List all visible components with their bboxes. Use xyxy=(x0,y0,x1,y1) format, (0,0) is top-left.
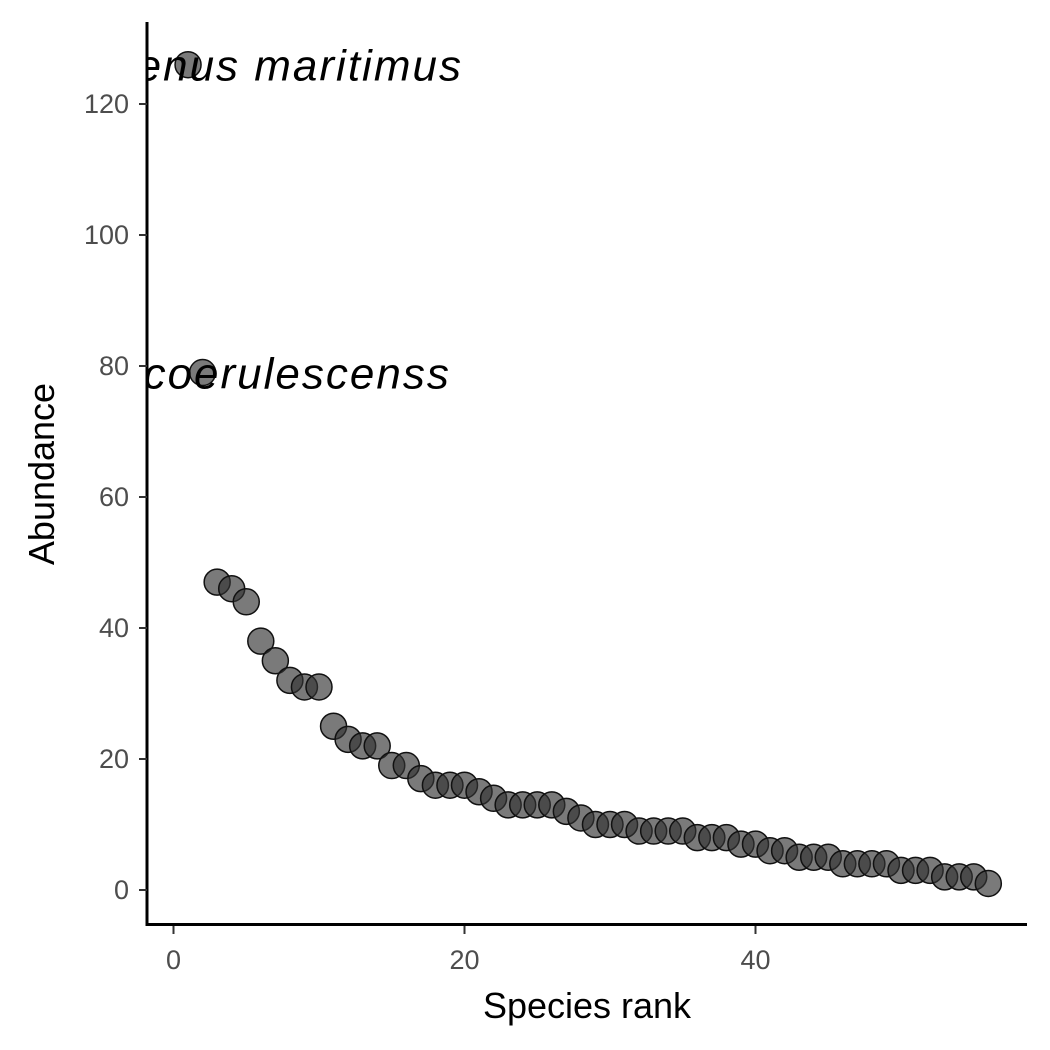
x-tick-label: 0 xyxy=(166,945,181,975)
annotations: Bolboschoenus maritimus Phalaris coerules… xyxy=(0,42,463,399)
x-axis-title: Species rank xyxy=(483,985,692,1026)
data-point xyxy=(174,50,202,79)
y-tick-label: 100 xyxy=(84,220,129,250)
data-point xyxy=(261,647,290,675)
data-point xyxy=(363,732,391,760)
y-tick-label: 60 xyxy=(99,482,129,512)
data-point xyxy=(974,869,1003,898)
species-annotation: Bolboschoenus maritimus xyxy=(0,42,463,91)
data-point xyxy=(247,627,275,655)
y-axis-title: Abundance xyxy=(21,383,62,565)
data-point xyxy=(188,358,217,387)
x-tick-label: 40 xyxy=(740,945,770,975)
species-annotation: Phalaris coerulescenss xyxy=(0,350,451,399)
x-tick-label: 20 xyxy=(449,945,479,975)
y-tick-label: 0 xyxy=(114,875,129,905)
data-points xyxy=(174,50,1003,898)
y-tick-label: 120 xyxy=(84,89,129,119)
y-tick-label: 40 xyxy=(99,613,129,643)
y-tick-label: 80 xyxy=(99,351,129,381)
x-axis-ticks: 0 20 40 xyxy=(166,926,771,975)
data-point xyxy=(305,673,333,701)
data-point xyxy=(232,588,260,616)
y-tick-label: 20 xyxy=(99,744,129,774)
y-axis-ticks: 0 20 40 60 80 100 120 xyxy=(84,89,147,905)
